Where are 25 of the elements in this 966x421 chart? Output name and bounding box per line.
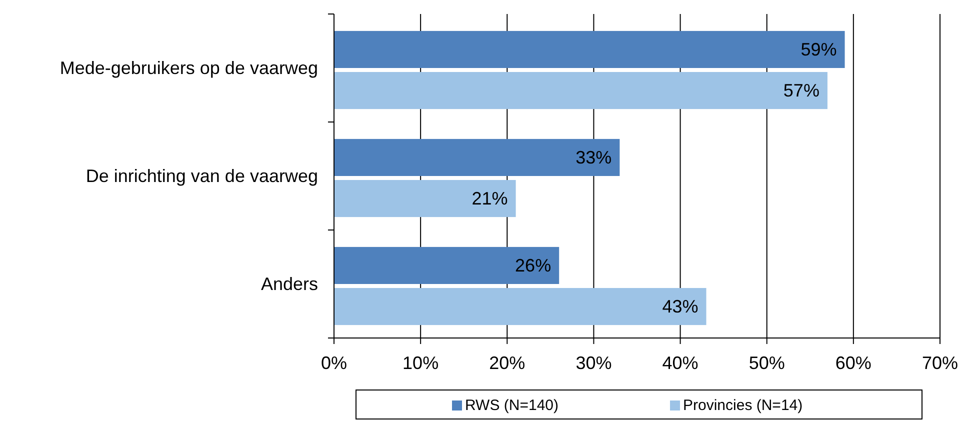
y-tick-label: Mede-gebruikers op de vaarweg bbox=[60, 58, 318, 78]
data-label: 57% bbox=[783, 80, 820, 101]
y-tick-label: De inrichting van de vaarweg bbox=[86, 166, 318, 186]
x-tick-label: 20% bbox=[489, 353, 526, 373]
data-label: 26% bbox=[515, 255, 552, 276]
bar bbox=[334, 288, 706, 326]
x-tick-label: 50% bbox=[748, 353, 785, 373]
x-tick-label: 70% bbox=[922, 353, 958, 373]
bar bbox=[334, 138, 620, 176]
data-label: 33% bbox=[576, 147, 612, 168]
data-label: 59% bbox=[800, 39, 837, 60]
legend-label: RWS (N=140) bbox=[465, 397, 559, 414]
x-tick-label: 30% bbox=[576, 353, 612, 373]
y-tick-label: Anders bbox=[260, 274, 318, 294]
x-tick-label: 10% bbox=[402, 353, 439, 373]
data-label: 21% bbox=[472, 188, 508, 209]
x-tick-label: 60% bbox=[835, 353, 872, 373]
x-tick-label: 40% bbox=[662, 353, 698, 373]
bar bbox=[334, 72, 828, 110]
bar bbox=[334, 30, 845, 68]
bar bbox=[334, 246, 560, 284]
bar bbox=[334, 180, 516, 218]
x-tick-label: 0% bbox=[320, 353, 348, 373]
legend-label: Provincies (N=14) bbox=[683, 397, 803, 414]
data-label: 43% bbox=[662, 296, 698, 317]
